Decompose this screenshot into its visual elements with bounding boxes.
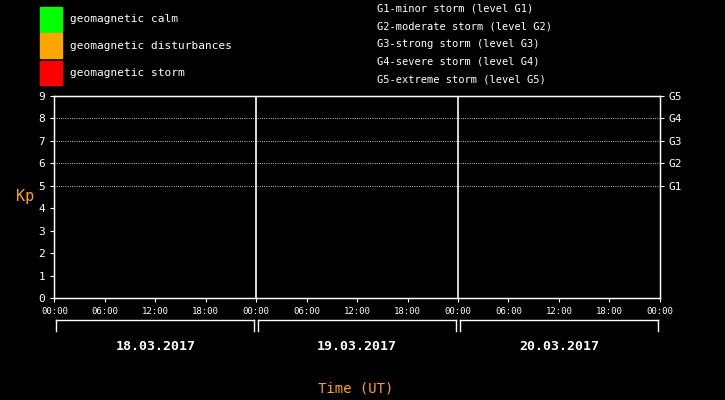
Text: 20.03.2017: 20.03.2017 <box>519 340 599 353</box>
Text: geomagnetic storm: geomagnetic storm <box>70 68 185 78</box>
Bar <box>40 7 62 32</box>
Text: G4-severe storm (level G4): G4-severe storm (level G4) <box>377 57 539 67</box>
Text: 18.03.2017: 18.03.2017 <box>115 340 195 353</box>
Text: G1-minor storm (level G1): G1-minor storm (level G1) <box>377 4 534 14</box>
Text: geomagnetic calm: geomagnetic calm <box>70 14 178 24</box>
Text: Time (UT): Time (UT) <box>318 382 393 396</box>
Bar <box>40 34 62 58</box>
Y-axis label: Kp: Kp <box>15 190 34 204</box>
Text: 19.03.2017: 19.03.2017 <box>317 340 397 353</box>
Text: geomagnetic disturbances: geomagnetic disturbances <box>70 41 232 51</box>
Text: G3-strong storm (level G3): G3-strong storm (level G3) <box>377 39 539 49</box>
Text: G5-extreme storm (level G5): G5-extreme storm (level G5) <box>377 74 546 84</box>
Bar <box>40 61 62 85</box>
Text: G2-moderate storm (level G2): G2-moderate storm (level G2) <box>377 21 552 31</box>
